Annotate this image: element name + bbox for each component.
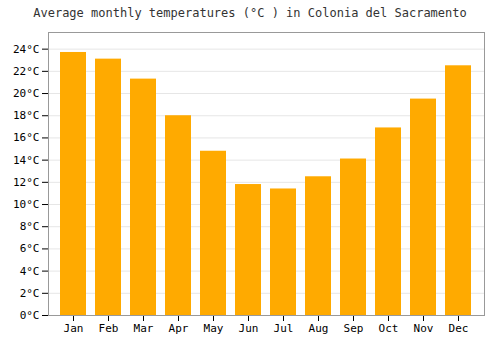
svg-text:Apr: Apr [169,323,189,336]
svg-text:Dec: Dec [449,323,469,336]
svg-text:Mar: Mar [134,323,154,336]
svg-text:18°C: 18°C [13,110,40,123]
svg-text:12°C: 12°C [13,176,40,189]
svg-text:May: May [204,323,224,336]
svg-text:10°C: 10°C [13,198,40,211]
svg-text:Nov: Nov [414,323,434,336]
svg-text:Sep: Sep [344,323,364,336]
svg-text:24°C: 24°C [13,43,40,56]
svg-text:Oct: Oct [379,323,399,336]
svg-text:0°C: 0°C [20,309,40,322]
svg-text:Feb: Feb [99,323,119,336]
svg-text:22°C: 22°C [13,65,40,78]
svg-text:6°C: 6°C [20,243,40,256]
svg-text:14°C: 14°C [13,154,40,167]
svg-text:8°C: 8°C [20,221,40,234]
svg-text:Aug: Aug [309,323,329,336]
svg-text:16°C: 16°C [13,132,40,145]
svg-text:Jun: Jun [239,323,259,336]
html-text:Average monthly temperatures (: Average monthly temperatures (°C ) in Co… [33,6,467,20]
svg-text:Jan: Jan [64,323,84,336]
svg-text:20°C: 20°C [13,87,40,100]
svg-text:2°C: 2°C [20,287,40,300]
svg-text:Jul: Jul [274,323,294,336]
svg-text:4°C: 4°C [20,265,40,278]
